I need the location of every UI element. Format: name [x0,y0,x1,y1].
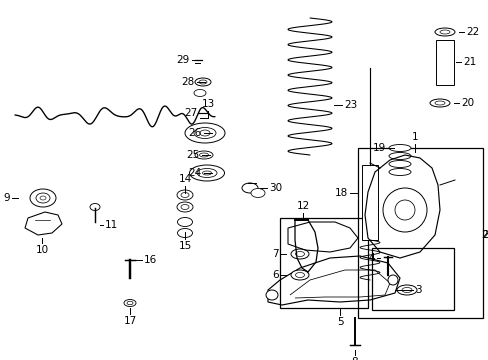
Ellipse shape [388,144,410,152]
Text: 6: 6 [272,270,279,280]
Text: 12: 12 [296,201,309,211]
Ellipse shape [124,300,136,306]
Ellipse shape [195,151,213,159]
Ellipse shape [401,288,411,292]
Ellipse shape [127,301,133,305]
Ellipse shape [181,193,189,198]
Ellipse shape [199,80,206,84]
Text: 2: 2 [481,230,488,240]
Text: 22: 22 [465,27,478,37]
Text: 7: 7 [272,249,279,259]
Ellipse shape [200,130,209,136]
Ellipse shape [290,270,308,280]
Text: 8: 8 [351,357,358,360]
Ellipse shape [242,183,258,193]
Ellipse shape [202,171,211,175]
Ellipse shape [295,252,304,256]
Ellipse shape [177,202,193,212]
Ellipse shape [388,161,410,167]
Ellipse shape [387,275,397,285]
Text: 21: 21 [462,57,475,67]
Bar [280,218,367,308]
Ellipse shape [40,196,46,200]
Ellipse shape [439,30,449,34]
Bar [361,165,377,240]
Text: 23: 23 [344,100,357,110]
Ellipse shape [177,217,192,226]
Ellipse shape [388,168,410,175]
Text: 29: 29 [176,55,189,65]
Text: 2: 2 [480,230,487,240]
Ellipse shape [295,273,304,278]
Ellipse shape [434,28,454,36]
Text: 25: 25 [186,150,199,160]
Ellipse shape [250,189,264,198]
Ellipse shape [177,190,193,200]
Text: 26: 26 [188,128,201,138]
Ellipse shape [195,78,210,86]
Ellipse shape [194,127,216,139]
Ellipse shape [184,123,224,143]
Ellipse shape [434,101,444,105]
Ellipse shape [429,99,449,107]
Text: 24: 24 [188,168,201,178]
Ellipse shape [189,165,224,181]
Ellipse shape [194,90,205,96]
Text: 20: 20 [460,98,473,108]
Text: 5: 5 [336,317,343,327]
Ellipse shape [36,193,50,203]
Ellipse shape [181,204,189,210]
Text: 27: 27 [184,108,197,118]
Bar [357,148,482,318]
Ellipse shape [30,189,56,207]
Text: 1: 1 [411,132,417,141]
Text: 19: 19 [372,143,385,153]
Text: 3: 3 [414,285,421,295]
Text: 11: 11 [105,220,118,230]
Text: 15: 15 [178,241,191,251]
Text: 9: 9 [3,193,10,203]
Text: 4: 4 [367,253,374,263]
Text: 28: 28 [181,77,194,87]
Text: 10: 10 [35,245,48,255]
Ellipse shape [177,229,192,238]
Ellipse shape [90,203,100,211]
Ellipse shape [388,153,410,159]
Bar [371,248,453,310]
Ellipse shape [290,249,308,259]
Bar [435,40,453,85]
Text: 16: 16 [143,255,157,265]
Text: 14: 14 [178,174,191,184]
Text: 30: 30 [269,183,282,193]
Ellipse shape [396,285,416,295]
Text: 13: 13 [201,99,214,109]
Ellipse shape [197,168,217,177]
Ellipse shape [265,290,278,300]
Text: 17: 17 [123,316,136,326]
Text: 18: 18 [334,188,347,198]
Ellipse shape [199,153,208,157]
